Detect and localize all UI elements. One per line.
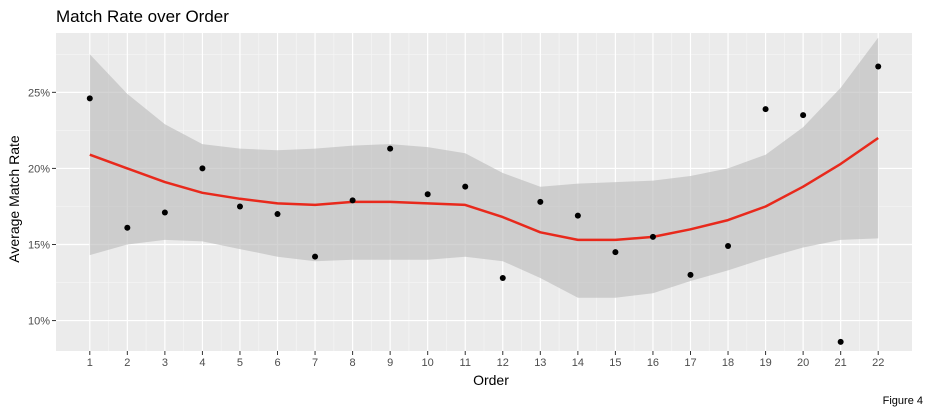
x-tick-label: 16 (647, 357, 659, 369)
x-tick-label: 11 (460, 357, 471, 369)
data-point (687, 271, 694, 278)
y-tick-label: 25% (28, 87, 50, 99)
data-point (462, 183, 469, 190)
data-point (387, 145, 394, 152)
data-point (312, 253, 319, 260)
x-tick-label: 9 (387, 357, 393, 369)
x-tick-label: 21 (835, 357, 847, 369)
x-tick-label: 22 (872, 357, 884, 369)
y-tick-label: 15% (28, 239, 50, 251)
y-tick-label: 20% (28, 163, 50, 175)
y-axis-title: Average Match Rate (6, 135, 22, 263)
figure-caption: Figure 4 (883, 395, 923, 407)
data-point (837, 338, 844, 345)
x-tick-label: 17 (684, 357, 696, 369)
y-axis: 10% 15% 20% 25% (28, 87, 56, 328)
data-point (274, 211, 281, 218)
x-tick-label: 10 (422, 357, 434, 369)
x-tick-label: 3 (162, 357, 168, 369)
x-tick-label: 12 (497, 357, 509, 369)
x-tick-label: 7 (312, 357, 318, 369)
x-tick-label: 1 (87, 357, 93, 369)
data-point (349, 197, 356, 204)
x-tick-label: 6 (274, 357, 280, 369)
x-tick-label: 2 (124, 357, 130, 369)
data-point (499, 274, 506, 281)
x-tick-label: 19 (759, 357, 771, 369)
chart-title: Match Rate over Order (56, 7, 229, 26)
x-tick-label: 15 (609, 357, 621, 369)
data-point (725, 243, 732, 250)
x-tick-label: 18 (722, 357, 734, 369)
y-tick-label: 10% (28, 316, 50, 328)
x-tick-label: 13 (534, 357, 546, 369)
data-point (800, 112, 807, 119)
data-point (537, 198, 544, 205)
data-point (236, 203, 243, 210)
data-point (199, 165, 206, 172)
smooth-trend-line (89, 136, 879, 242)
data-point (762, 106, 769, 113)
data-point (424, 191, 431, 198)
data-points (86, 63, 882, 345)
x-tick-label: 5 (237, 357, 243, 369)
data-point (875, 63, 882, 70)
data-point (124, 224, 131, 231)
data-point (574, 212, 581, 219)
x-tick-label: 20 (797, 357, 809, 369)
data-point (86, 95, 93, 102)
x-tick-label: 4 (199, 357, 205, 369)
data-point (649, 233, 656, 240)
data-point (161, 209, 168, 216)
confidence-ribbon (89, 37, 879, 298)
x-tick-label: 14 (572, 357, 584, 369)
x-axis-title: Order (473, 372, 509, 388)
data-point (612, 249, 619, 256)
x-axis: 1 2 3 4 5 6 7 8 9 10 11 12 13 14 15 16 17 18 19 20 21 22 (87, 351, 884, 369)
x-tick-label: 8 (350, 357, 356, 369)
